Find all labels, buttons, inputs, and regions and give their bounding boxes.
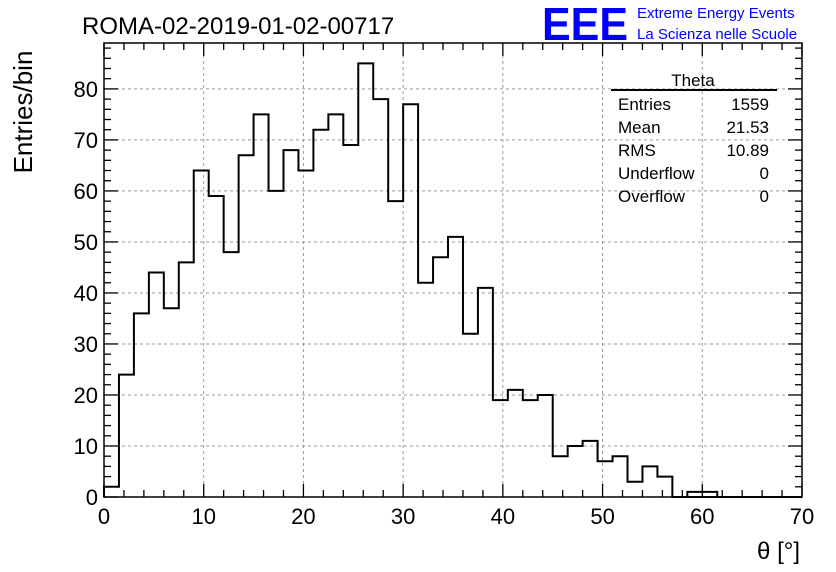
y-tick-label: 0 [86, 485, 98, 510]
histogram-series-line [103, 62, 802, 498]
stats-underflow-value: 0 [760, 164, 769, 183]
y-tick-label: 60 [74, 179, 98, 204]
stats-entries-value: 1559 [731, 95, 769, 114]
stats-rms-label: RMS [618, 141, 656, 160]
plot-frame [103, 42, 803, 498]
y-tick-label: 80 [74, 77, 98, 102]
x-tick-label: 70 [790, 504, 814, 529]
y-tick-label: 50 [74, 230, 98, 255]
stats-overflow-value: 0 [760, 187, 769, 206]
eee-logo: EEE [542, 0, 628, 50]
x-axis-label: θ [°] [757, 538, 800, 565]
chart-title: ROMA-02-2019-01-02-00717 [82, 13, 394, 40]
stats-box-title: Theta [671, 71, 715, 90]
x-tick-label: 10 [191, 504, 215, 529]
grid [104, 43, 802, 497]
axis-ticks [103, 43, 803, 498]
x-tick-label: 0 [98, 504, 110, 529]
stats-entries-label: Entries [618, 95, 671, 114]
stats-box: Theta Entries 1559 Mean 21.53 RMS 10.89 … [611, 71, 777, 206]
y-tick-label: 70 [74, 128, 98, 153]
y-tick-label: 30 [74, 332, 98, 357]
x-tick-labels: 0 10 20 30 40 50 60 70 [98, 504, 814, 529]
logo-line-2: La Scienza nelle Scuole [637, 26, 797, 43]
stats-mean-value: 21.53 [726, 118, 769, 137]
x-tick-label: 20 [291, 504, 315, 529]
y-tick-label: 10 [74, 434, 98, 459]
y-tick-label: 20 [74, 383, 98, 408]
stats-underflow-label: Underflow [618, 164, 695, 183]
y-tick-labels: 0 10 20 30 40 50 60 70 80 [74, 77, 98, 510]
x-tick-label: 30 [391, 504, 415, 529]
y-axis-label: Entries/bin [8, 51, 38, 174]
x-tick-label: 60 [690, 504, 714, 529]
stats-overflow-label: Overflow [618, 187, 686, 206]
x-tick-label: 40 [491, 504, 515, 529]
y-tick-label: 40 [74, 281, 98, 306]
histogram-tail-line [686, 490, 719, 497]
stats-rms-value: 10.89 [726, 141, 769, 160]
stats-mean-label: Mean [618, 118, 661, 137]
x-tick-label: 50 [590, 504, 614, 529]
logo-line-1: Extreme Energy Events [637, 5, 795, 22]
